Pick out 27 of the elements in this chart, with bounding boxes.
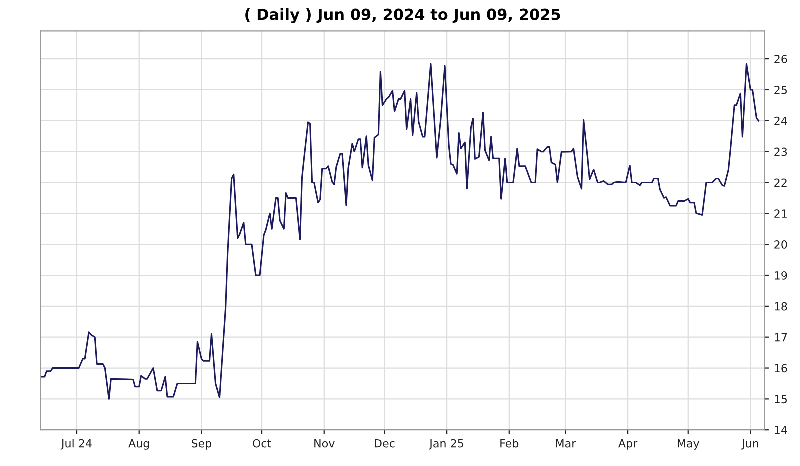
- x-tick-label: Sep: [192, 439, 212, 450]
- y-tick-label: 20: [774, 240, 788, 249]
- x-tick-label: Jun: [741, 439, 758, 450]
- y-tick-label: 21: [774, 210, 787, 218]
- y-tick-label: 23: [774, 148, 788, 156]
- chart-title: ( Daily ) Jun 09, 2024 to Jun 09, 2025: [246, 8, 560, 24]
- y-tick-label: 19: [775, 271, 788, 280]
- y-tick-label: 17: [775, 333, 788, 342]
- x-tick-label: Apr: [618, 439, 638, 450]
- x-tick-label: Nov: [314, 439, 335, 448]
- y-tick-label: 16: [775, 364, 788, 373]
- x-tick-label: May: [678, 439, 700, 450]
- x-tick-label: Jul 24: [60, 439, 92, 450]
- x-tick-label: Dec: [375, 439, 395, 448]
- x-tick-label: Mar: [556, 439, 576, 448]
- x-tick-label: Jan 25: [429, 439, 464, 450]
- y-tick-label: 15: [775, 395, 787, 404]
- y-tick-label: 22: [774, 178, 787, 187]
- line-series: [40, 63, 760, 400]
- y-tick-label: 26: [774, 55, 788, 64]
- x-tick-label: Aug: [128, 439, 150, 450]
- y-tick-label: 18: [775, 302, 788, 311]
- y-tick-label: 14: [775, 426, 788, 434]
- y-tick-label: 25: [774, 86, 787, 94]
- x-tick-label: Oct: [253, 439, 272, 448]
- y-tick-label: 24: [774, 116, 788, 126]
- x-tick-label: Feb: [500, 439, 519, 448]
